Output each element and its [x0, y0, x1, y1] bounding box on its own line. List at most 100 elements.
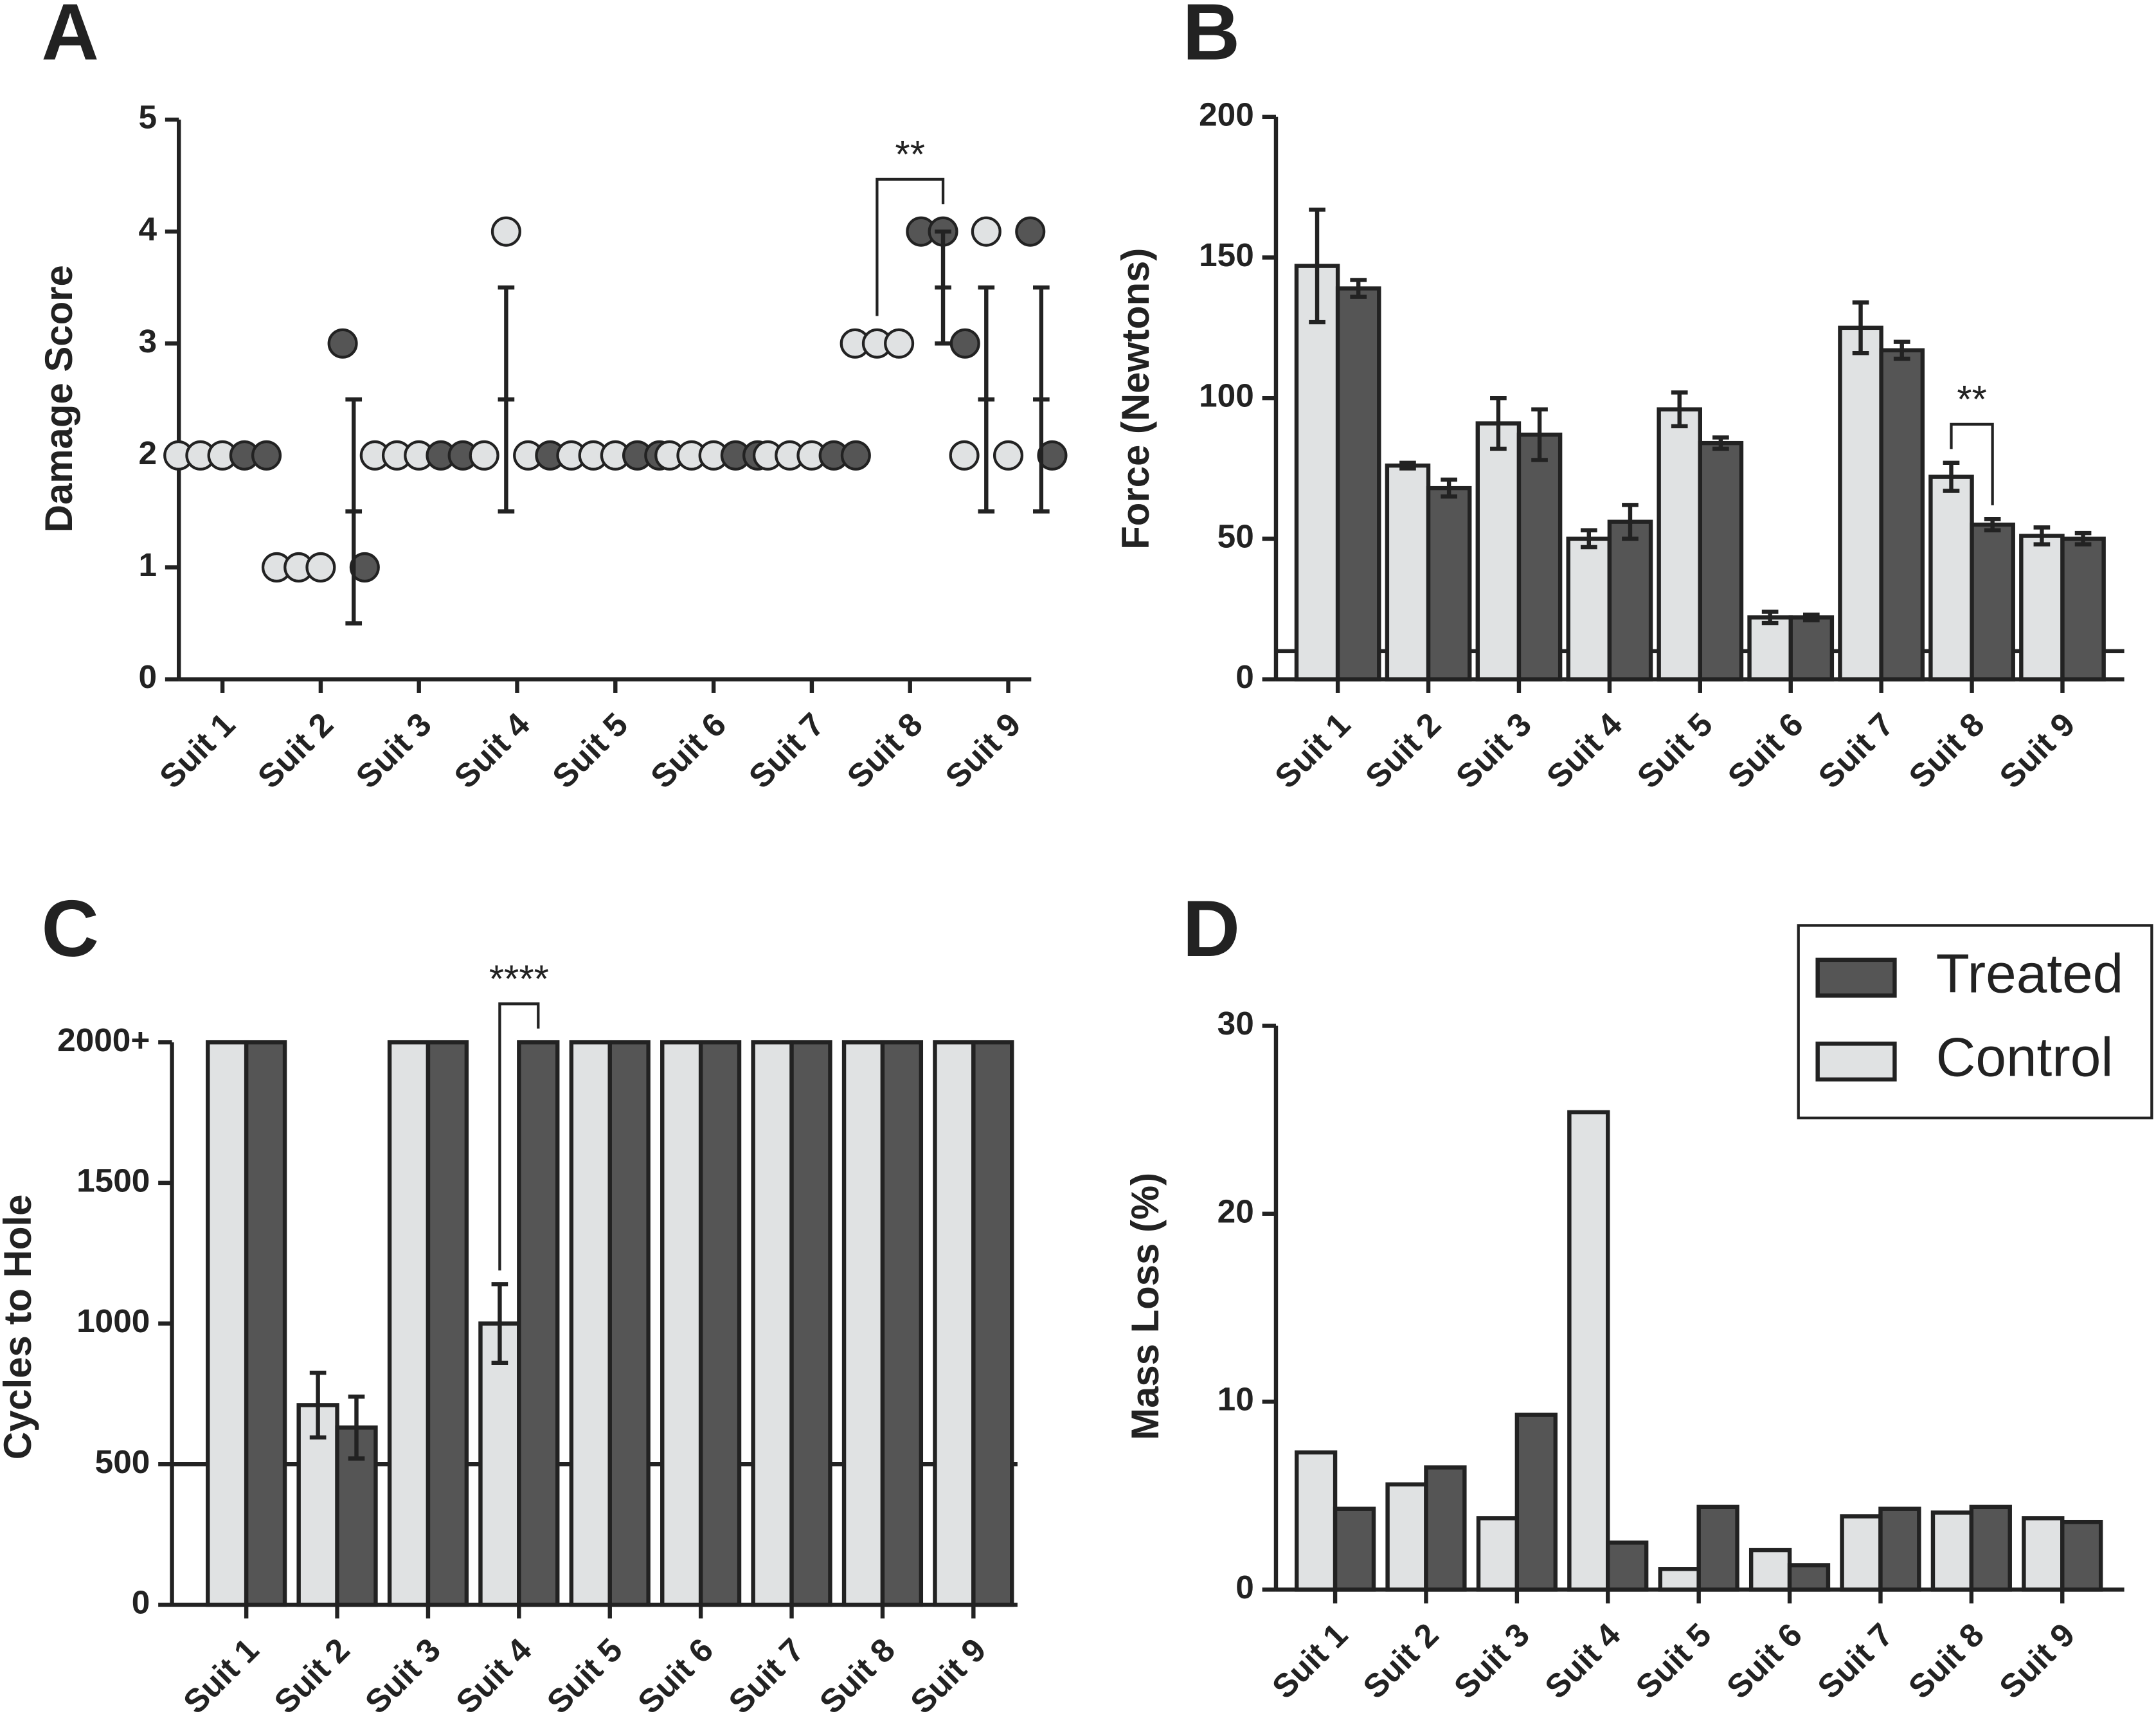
- bar: [426, 1040, 469, 1607]
- bar: [1424, 1465, 1467, 1592]
- y-axis-label: Cycles to Hole: [0, 1195, 39, 1460]
- bar: [1567, 1110, 1610, 1592]
- x-tick-label: Suit 3: [1449, 706, 1538, 795]
- bar: [1787, 1563, 1831, 1592]
- y-tick-label: 2: [138, 435, 157, 471]
- bar: [1658, 1567, 1701, 1592]
- bar: [569, 1040, 612, 1607]
- y-tick-label: 20: [1217, 1193, 1254, 1229]
- bar: [1335, 286, 1381, 682]
- bar: [660, 1040, 703, 1607]
- bar: [1476, 1516, 1520, 1592]
- legend-box: [1797, 924, 2153, 1119]
- bar: [1516, 432, 1563, 682]
- bar: [1657, 407, 1703, 682]
- significance-bracket: [876, 177, 945, 316]
- y-tick-label: 200: [1199, 96, 1254, 132]
- y-tick-label: 500: [95, 1443, 150, 1480]
- data-point: [884, 328, 915, 359]
- bar: [607, 1040, 651, 1607]
- bar: [1566, 536, 1612, 682]
- panel-letter: A: [41, 0, 99, 77]
- bar: [1879, 348, 1925, 682]
- legend-label: Control: [1936, 1027, 2114, 1088]
- bar: [698, 1040, 742, 1607]
- y-tick-label: 100: [1199, 377, 1254, 414]
- y-tick-label: 2000+: [57, 1022, 150, 1058]
- y-tick-label: 1500: [76, 1162, 150, 1198]
- bar: [1878, 1506, 1921, 1592]
- significance-bracket: [1950, 422, 1994, 505]
- significance-label: **: [1957, 377, 1987, 420]
- bar: [478, 1321, 521, 1607]
- bar: [1294, 1450, 1338, 1592]
- data-point: [971, 216, 1002, 247]
- bar: [933, 1040, 976, 1607]
- data-point: [349, 552, 380, 583]
- bar: [1385, 463, 1431, 682]
- significance-bracket: [498, 1002, 540, 1270]
- data-point: [993, 440, 1024, 471]
- bar: [1840, 1514, 1883, 1592]
- y-tick-label: 0: [1235, 658, 1254, 695]
- significance-label: ****: [489, 957, 549, 1000]
- x-tick-label: Suit 9: [939, 706, 1028, 795]
- bar: [1970, 522, 2015, 682]
- x-tick-label: Suit 8: [1902, 706, 1991, 795]
- y-axis-label: Force (Newtons): [1114, 248, 1157, 550]
- y-tick-label: 150: [1199, 237, 1254, 273]
- data-point: [1037, 440, 1068, 471]
- data-point: [305, 552, 336, 583]
- x-tick-label: Suit 4: [1540, 705, 1629, 795]
- x-tick-label: Suit 6: [1721, 706, 1810, 795]
- bar: [2060, 1519, 2103, 1592]
- x-tick-label: Suit 8: [813, 1631, 902, 1720]
- data-point: [490, 216, 521, 247]
- x-tick-label: Suit 9: [903, 1631, 993, 1720]
- y-tick-label: 5: [138, 99, 157, 136]
- x-tick-label: Suit 4: [449, 1631, 538, 1720]
- bar: [1748, 1548, 1792, 1592]
- panel-letter: C: [41, 885, 99, 973]
- x-tick-label: Suit 6: [1720, 1616, 1809, 1706]
- x-tick-label: Suit 2: [251, 706, 340, 795]
- bar: [1928, 474, 1974, 682]
- x-tick-label: Suit 8: [840, 706, 930, 795]
- x-tick-label: Suit 4: [447, 705, 537, 795]
- bar: [1969, 1504, 2012, 1592]
- x-tick-label: Suit 5: [1629, 1616, 1718, 1706]
- bar: [971, 1040, 1014, 1607]
- bar: [841, 1040, 885, 1607]
- bar: [1385, 1482, 1428, 1592]
- y-tick-label: 4: [138, 211, 157, 248]
- x-tick-label: Suit 7: [1811, 1616, 1900, 1706]
- x-tick-label: Suit 1: [1265, 1616, 1354, 1706]
- x-tick-label: Suit 1: [152, 706, 242, 795]
- legend-label: Treated: [1936, 943, 2124, 1004]
- x-tick-label: Suit 5: [540, 1631, 629, 1720]
- bar: [1514, 1413, 1558, 1592]
- bar: [2019, 534, 2065, 682]
- bar: [1333, 1506, 1376, 1592]
- bar: [1607, 519, 1653, 682]
- x-tick-label: Suit 3: [1447, 1616, 1536, 1706]
- x-tick-label: Suit 2: [1358, 706, 1448, 795]
- bar: [517, 1040, 560, 1607]
- bar: [1698, 440, 1744, 682]
- bar: [1294, 264, 1340, 682]
- y-tick-label: 50: [1217, 518, 1254, 554]
- bar: [1838, 325, 1883, 682]
- bar: [1475, 421, 1522, 682]
- bar: [1606, 1540, 1649, 1592]
- x-tick-label: Suit 6: [643, 706, 733, 795]
- x-tick-label: Suit 4: [1538, 1616, 1627, 1705]
- x-tick-label: Suit 9: [1992, 1616, 2081, 1706]
- bar: [880, 1040, 924, 1607]
- bar: [244, 1040, 287, 1607]
- bar: [1930, 1510, 1974, 1592]
- y-tick-label: 0: [132, 1584, 150, 1621]
- x-tick-label: Suit 9: [1993, 706, 2082, 795]
- bar: [1696, 1504, 1739, 1592]
- data-point: [949, 328, 980, 359]
